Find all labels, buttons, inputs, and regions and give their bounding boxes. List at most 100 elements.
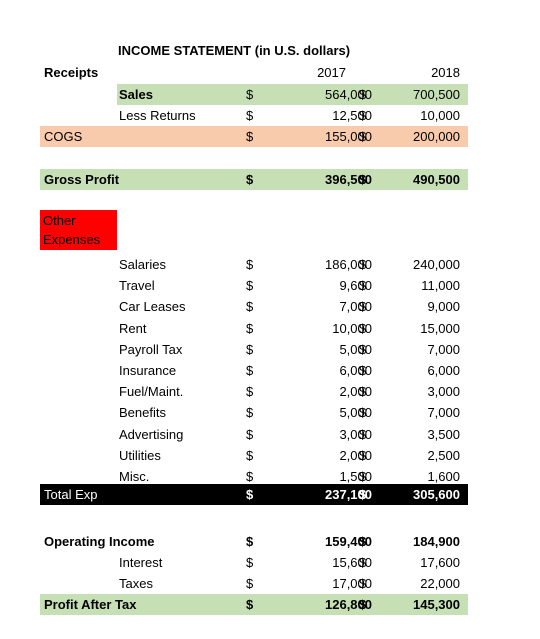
expense-value-2018: 11,000 [421,278,460,294]
currency-sign: $ [359,257,367,272]
interest-row: Interest $ 15,600 $ 17,600 [40,552,468,573]
expense-value-2018: 9,000 [427,299,460,315]
currency-sign: $ [246,363,254,378]
expense-label: Fuel/Maint. [119,384,184,400]
currency-sign: $ [359,129,367,144]
expense-value-2018: 6,000 [427,363,460,378]
currency-sign: $ [246,257,254,272]
interest-2017: 15,600 [332,555,372,570]
currency-sign: $ [246,278,254,294]
expense-row: Benefits $5,000 $7,000 [40,402,468,423]
expense-label: Insurance [119,363,177,378]
operating-income-row: Operating Income $ 159,400 $ 184,900 [40,531,468,552]
expense-value-2017: 2,000 [339,447,372,463]
cogs-2017: 155,000 [325,129,372,144]
expense-value-2017: 186,000 [325,257,372,272]
interest-label: Interest [119,555,163,570]
expense-label: Rent [119,320,147,336]
currency-sign: $ [246,341,254,357]
currency-sign: $ [359,341,367,357]
expense-value-2017: 10,000 [332,320,372,336]
expense-row: Advertising $3,000 $3,500 [40,424,468,445]
currency-sign: $ [359,172,367,187]
currency-sign: $ [246,597,254,612]
currency-sign: $ [246,555,254,570]
expense-row: Misc. $1,500 $1,600 [40,466,468,487]
currency-sign: $ [359,426,367,442]
currency-sign: $ [359,534,367,549]
gross-profit-2017: 396,500 [325,172,372,187]
profit-after-tax-row: Profit After Tax $ 126,800 $ 145,300 [40,594,468,615]
expense-label: Advertising [119,426,184,442]
other-expenses-line2: Expenses [43,232,101,247]
currency-sign: $ [359,108,367,123]
cogs-label: COGS [44,129,83,144]
year-2017-header: 2017 [317,65,346,80]
expense-label: Benefits [119,405,166,421]
expense-value-2018: 1,600 [427,469,460,484]
expense-value-2018: 3,000 [427,384,460,400]
gross-profit-row: Gross Profit $ 396,500 $ 490,500 [40,169,468,190]
expense-row: Fuel/Maint. $2,000 $3,000 [40,381,468,402]
expense-value-2018: 2,500 [427,447,460,463]
cogs-row: COGS $ 155,000 $ 200,000 [40,126,468,147]
currency-sign: $ [246,87,254,102]
currency-sign: $ [359,447,367,463]
receipts-label: Receipts [44,65,99,80]
currency-sign: $ [359,487,367,502]
expense-value-2017: 5,000 [339,405,372,421]
expense-value-2018: 15,000 [420,320,460,336]
expense-row: Payroll Tax $5,000 $7,000 [40,339,468,360]
currency-sign: $ [246,447,254,463]
expense-value-2017: 5,000 [339,341,372,357]
taxes-row: Taxes $ 17,000 $ 22,000 [40,573,468,594]
currency-sign: $ [359,469,367,484]
expense-value-2017: 7,000 [339,299,372,315]
currency-sign: $ [359,320,367,336]
returns-label: Less Returns [119,108,196,123]
expense-label: Payroll Tax [119,341,183,357]
gross-profit-label: Gross Profit [44,172,120,187]
currency-sign: $ [246,487,254,502]
expense-row: Rent $10,000 $15,000 [40,318,468,339]
currency-sign: $ [359,576,367,591]
expense-value-2017: 3,000 [339,426,372,442]
returns-2017: 12,500 [332,108,372,123]
expense-value-2018: 3,500 [427,426,460,442]
currency-sign: $ [359,555,367,570]
other-expenses-line1: Other [43,213,76,228]
currency-sign: $ [246,405,254,421]
expense-row: Car Leases $7,000 $9,000 [40,296,468,317]
currency-sign: $ [359,278,367,294]
expense-value-2018: 7,000 [427,341,460,357]
expense-label: Utilities [119,447,161,463]
expense-row: Salaries $186,000 $240,000 [40,254,468,275]
operating-income-2017: 159,400 [325,534,372,549]
total-expenses-2017: 237,100 [325,487,372,502]
expense-label: Misc. [119,469,150,484]
currency-sign: $ [359,597,367,612]
total-expenses-row: Total Exp $ 237,100 $ 305,600 [40,484,468,505]
expense-row: Insurance $6,000 $6,000 [40,360,468,381]
expense-value-2017: 2,000 [339,384,372,400]
sheet-title: INCOME STATEMENT (in U.S. dollars) [118,43,351,58]
interest-2018: 17,600 [420,555,460,570]
currency-sign: $ [359,299,367,315]
currency-sign: $ [359,363,367,378]
currency-sign: $ [359,405,367,421]
sales-row: Sales $ 564,000 $ 700,500 [40,84,468,105]
total-expenses-label: Total Exp [44,487,98,502]
currency-sign: $ [246,108,254,123]
sales-2018: 700,500 [413,87,460,102]
currency-sign: $ [246,299,254,315]
operating-income-label: Operating Income [44,534,155,549]
sales-2017: 564,000 [325,87,372,102]
expense-row: Utilities $2,000 $2,500 [40,445,468,466]
currency-sign: $ [246,320,254,336]
cogs-2018: 200,000 [413,129,460,144]
year-2018-header: 2018 [431,65,460,80]
currency-sign: $ [359,384,367,400]
total-expenses-2018: 305,600 [413,487,460,502]
expense-value-2018: 7,000 [427,405,460,421]
expense-value-2017: 1,500 [339,469,372,484]
